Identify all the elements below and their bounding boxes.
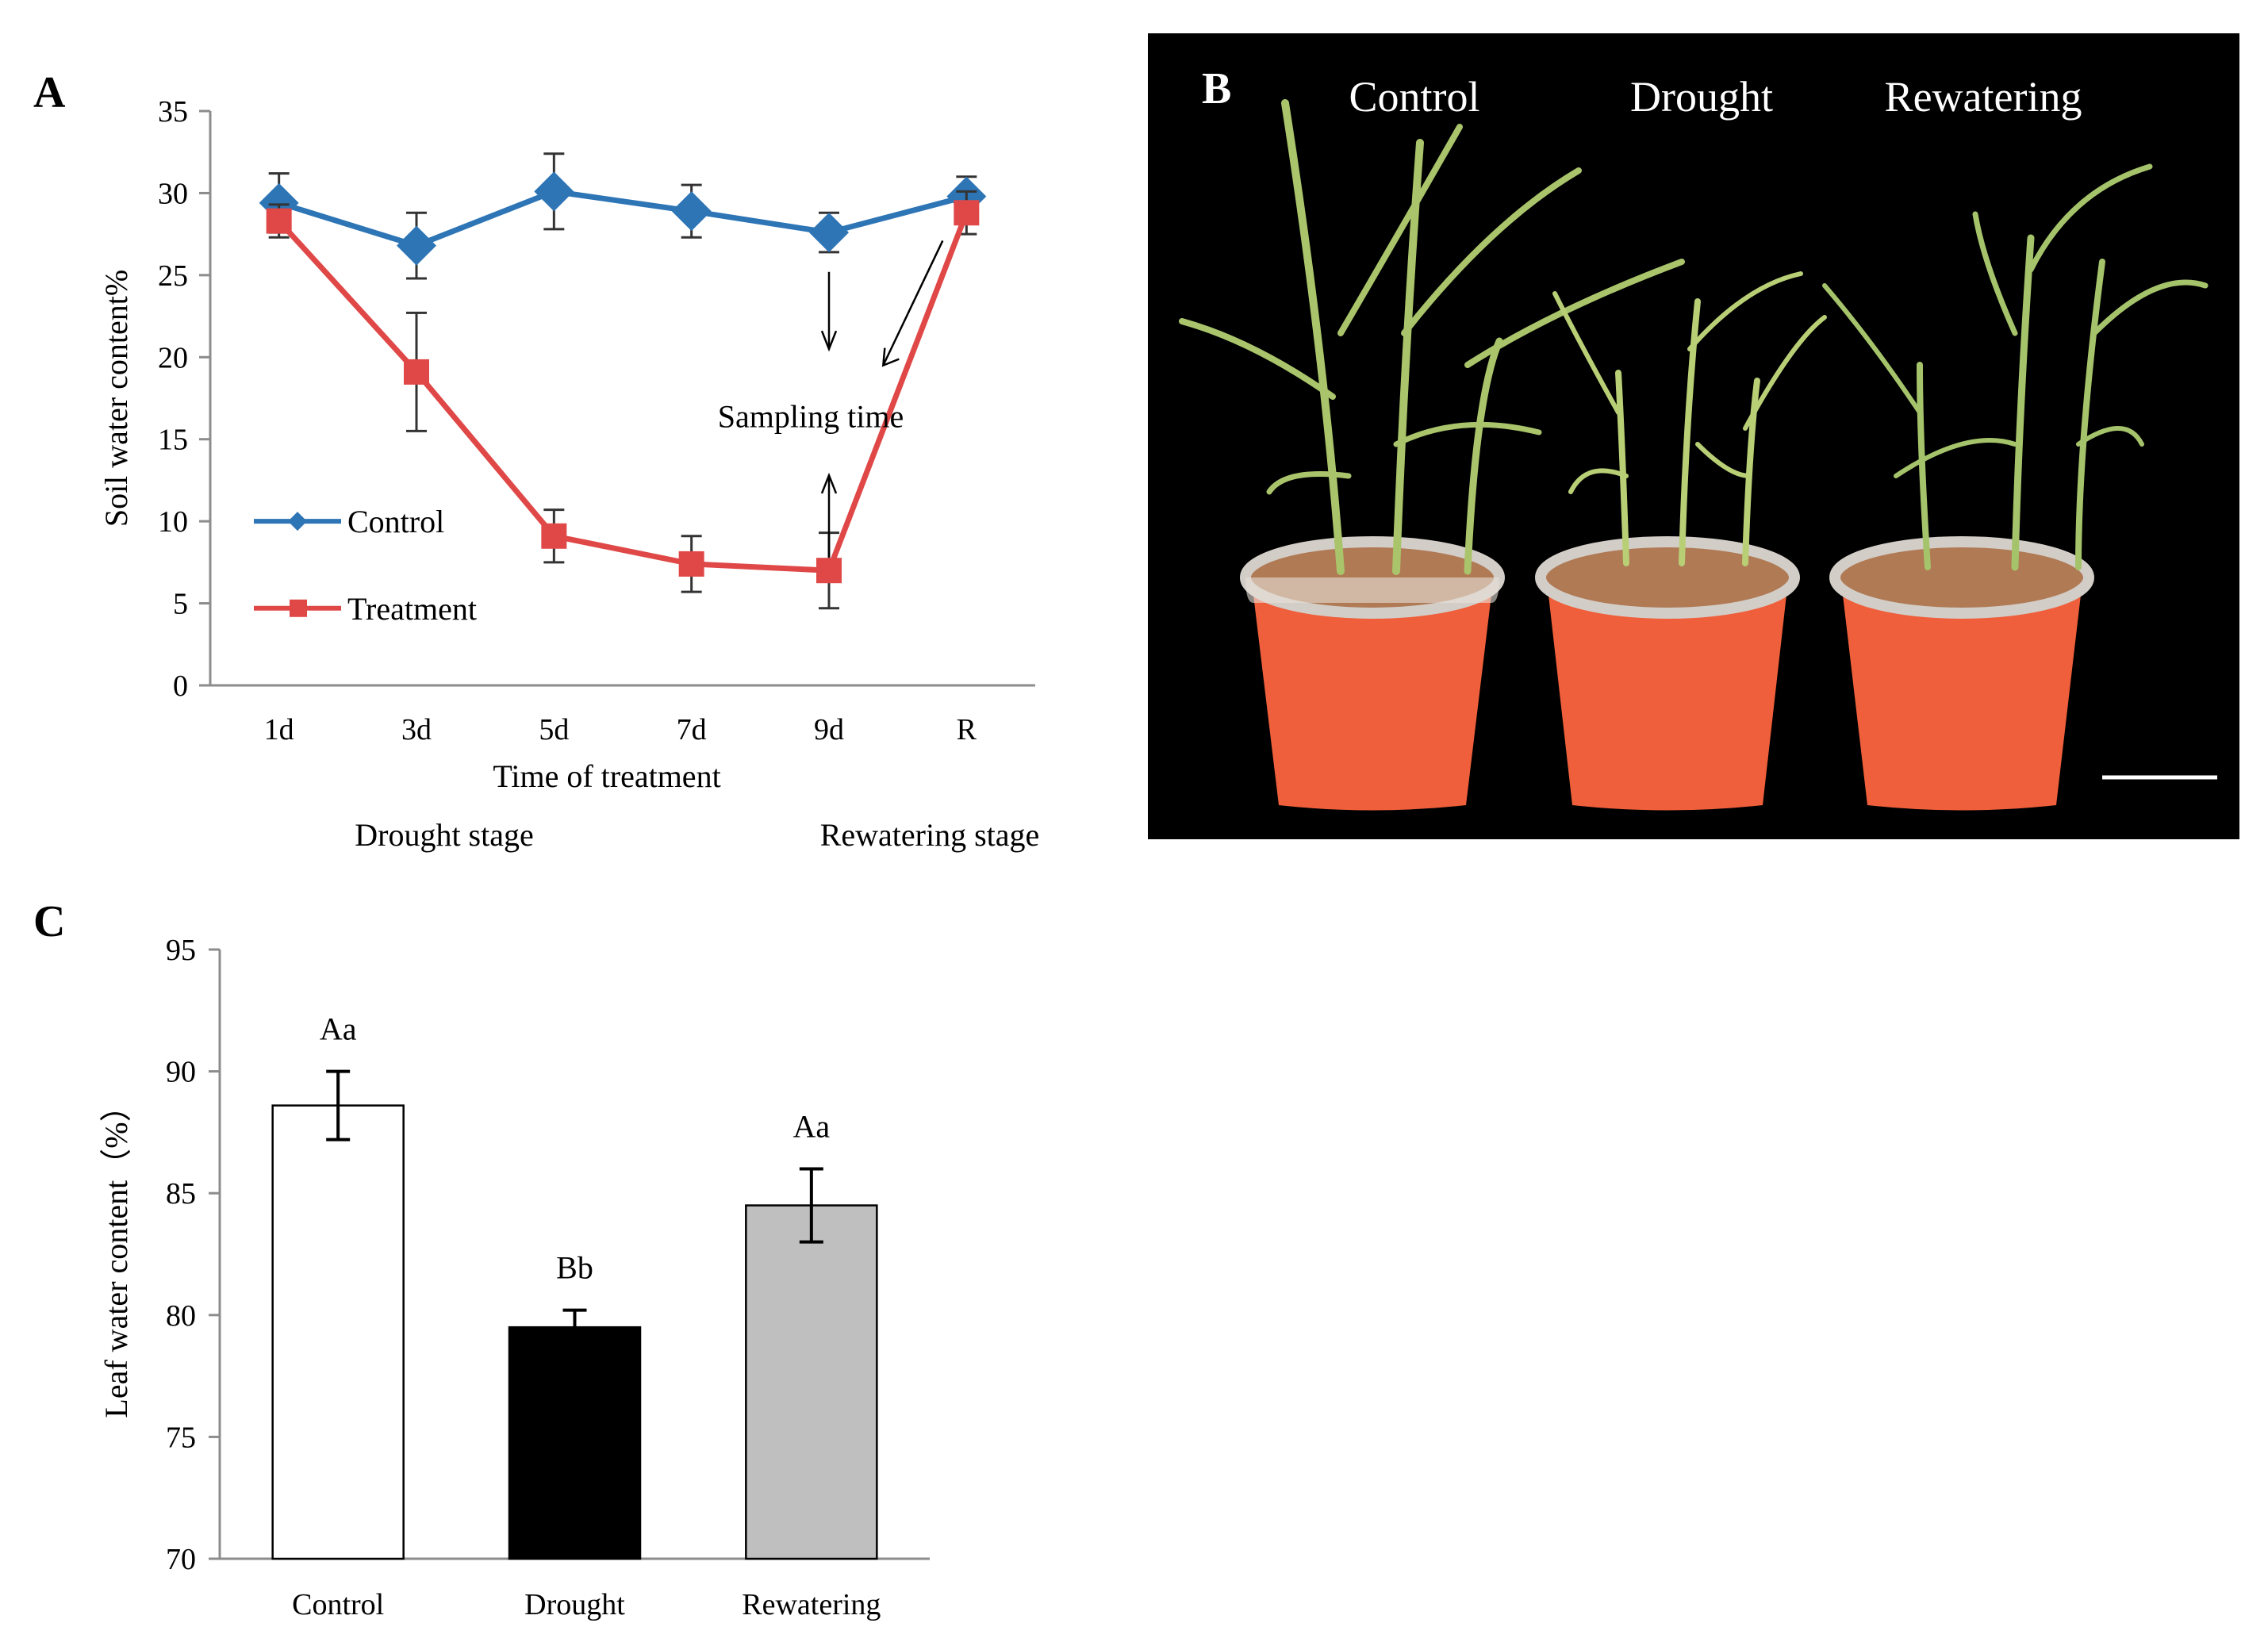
arrow-diag-r: [882, 240, 944, 366]
plant-pots-photo: [1148, 33, 2239, 839]
x-tick-label-c: Control: [292, 1588, 384, 1621]
panel-label-c: C: [33, 897, 65, 946]
pot-control: [1240, 536, 1505, 811]
y-tick-label-a: 35: [158, 95, 188, 129]
plants-drought: [1552, 271, 1827, 566]
arrow-down-9d-head: [820, 330, 838, 352]
x-tick-label-a: 9d: [814, 713, 844, 746]
point-treatment: [266, 208, 292, 234]
y-axis-title-c: Leaf water content（%）: [98, 1090, 134, 1418]
stage-label-rewatering: Rewatering stage: [820, 817, 1040, 853]
legend-label-control: Control: [347, 504, 444, 539]
annotation-sampling-time: Sampling time: [718, 399, 904, 435]
x-tick-label-a: 7d: [677, 713, 707, 746]
point-treatment: [541, 523, 567, 549]
x-tick-label-a: 5d: [539, 713, 569, 746]
bar-control: [271, 1104, 405, 1560]
point-control: [809, 213, 849, 253]
point-treatment: [816, 558, 842, 584]
point-control: [534, 171, 574, 212]
y-tick-label-a: 30: [158, 177, 188, 210]
arrow-up-9d-head: [820, 472, 838, 494]
y-tick-label-a: 0: [173, 670, 188, 703]
series-line-treatment: [277, 211, 969, 574]
y-tick-label-a: 5: [173, 588, 188, 621]
significance-label: Bb: [556, 1250, 593, 1286]
legend-label-treatment: Treatment: [347, 591, 477, 627]
point-control: [671, 191, 712, 232]
y-tick-label-c: 90: [166, 1056, 196, 1089]
bar-drought: [508, 1326, 642, 1560]
point-treatment: [404, 359, 429, 385]
x-tick-label-c: Rewatering: [742, 1588, 881, 1621]
plants-rewatering: [1822, 163, 2209, 571]
stage-label-drought: Drought stage: [355, 817, 534, 853]
y-tick-label-a: 20: [158, 341, 188, 374]
panel-label-a: A: [33, 68, 66, 117]
legend-marker-treatment: [290, 599, 307, 617]
x-tick-label-c: Drought: [524, 1588, 625, 1621]
significance-label: Aa: [320, 1011, 357, 1047]
photo-label-rewatering: Rewatering: [1885, 73, 2082, 121]
series-line-control: [278, 188, 968, 249]
x-axis-title-a: Time of treatment: [493, 758, 720, 794]
point-treatment: [678, 551, 704, 577]
y-tick-label-c: 85: [166, 1177, 196, 1211]
point-treatment: [954, 200, 980, 226]
point-control: [397, 225, 436, 266]
y-tick-label-a: 10: [158, 505, 188, 539]
pot-rewatering: [1829, 536, 2094, 811]
y-tick-label-a: 15: [158, 424, 188, 457]
chart-a: 0 5 10 15 20 25 30 35 1d 3d 5d 7d 9d R Time of treatme…: [98, 95, 1039, 853]
y-tick-label-c: 70: [166, 1543, 196, 1576]
panel-label-b: B: [1202, 64, 1231, 113]
y-tick-label-c: 95: [166, 934, 196, 967]
legend-marker-control: [288, 512, 307, 531]
pot-drought: [1535, 536, 1800, 811]
x-tick-label-a: 3d: [401, 713, 432, 746]
x-tick-label-a: R: [957, 713, 977, 746]
x-tick-label-a: 1d: [264, 713, 294, 746]
significance-label: Aa: [793, 1108, 831, 1144]
bar-rewatering: [745, 1204, 878, 1560]
photo-label-control: Control: [1349, 73, 1479, 121]
y-tick-label-a: 25: [158, 259, 188, 293]
y-tick-label-c: 75: [166, 1421, 196, 1454]
y-tick-label-c: 80: [166, 1299, 196, 1333]
y-axis-title-a: Soil water content%: [98, 270, 134, 527]
arrow-diag-r-head: [881, 347, 900, 367]
chart-c: 70 75 80 85 90 95 Leaf water content（%） Aa Contr…: [98, 934, 930, 1621]
photo-label-drought: Drought: [1630, 73, 1773, 121]
